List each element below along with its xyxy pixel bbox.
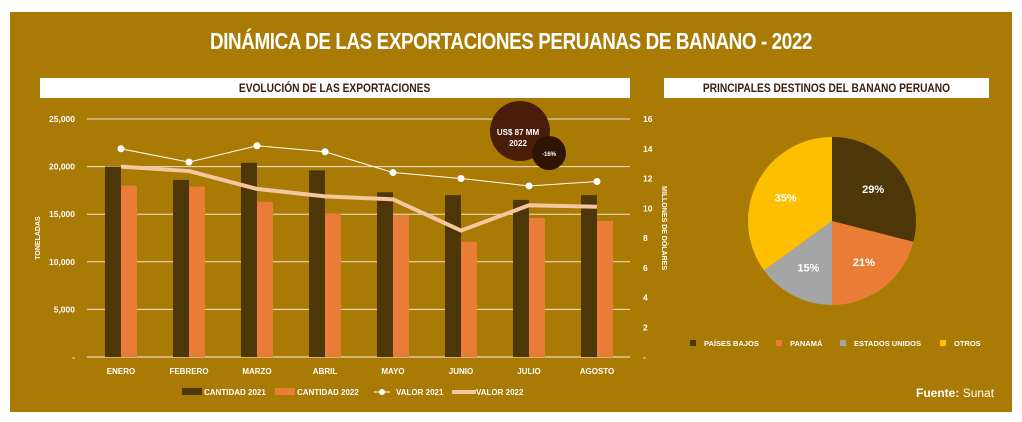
bar-cantidad-2022 — [257, 201, 273, 357]
bar-chart-title: EVOLUCIÓN DE LAS EXPORTACIONES — [239, 81, 431, 95]
pie-slice — [832, 221, 914, 305]
pie-legend-swatch — [840, 340, 846, 346]
bar-cantidad-2021 — [513, 199, 529, 357]
total-year: 2022 — [509, 139, 527, 148]
legend-label: VALOR 2021 — [396, 388, 444, 397]
x-tick-label: JULIO — [517, 367, 541, 376]
point-valor-2021 — [321, 148, 329, 156]
legend-label: CANTIDAD 2022 — [297, 388, 359, 397]
pie-legend-swatch — [690, 340, 696, 346]
point-valor-2021 — [389, 169, 397, 177]
bar-cantidad-2022 — [325, 213, 341, 357]
source-label: Fuente: — [916, 386, 960, 400]
bar-cantidad-2021 — [241, 162, 257, 357]
source-value: Sunat — [962, 386, 995, 400]
source-note: Fuente: Sunat — [916, 386, 994, 400]
y-tick-label: 25,000 — [49, 114, 75, 124]
pie-legend-label: ESTADOS UNIDOS — [854, 339, 921, 348]
page-title: DINÁMICA DE LAS EXPORTACIONES PERUANAS D… — [209, 28, 813, 54]
x-tick-label: ABRIL — [313, 367, 338, 376]
y2-tick-label: 4 — [643, 293, 648, 303]
legend-label: VALOR 2022 — [476, 388, 524, 397]
bar-cantidad-2022 — [121, 185, 137, 357]
y2-tick-label: 8 — [643, 233, 648, 243]
y2-tick-label: 14 — [643, 144, 653, 154]
bar-cantidad-2022 — [529, 218, 545, 357]
point-valor-2021 — [457, 175, 465, 182]
y2-tick-label: - — [643, 352, 646, 362]
line-valor-2022 — [120, 164, 598, 233]
legend-marker — [379, 389, 385, 395]
y-tick-label: 15,000 — [49, 209, 75, 219]
legend-swatch — [275, 388, 295, 395]
pie-chart-title: PRINCIPALES DESTINOS DEL BANANO PERUANO — [702, 81, 951, 95]
y2-tick-label: 2 — [643, 322, 648, 332]
x-tick-label: ENERO — [107, 367, 135, 376]
pie-legend-swatch — [940, 340, 946, 346]
y-tick-label: - — [72, 352, 75, 362]
point-valor-2021 — [253, 142, 261, 150]
pie-slice — [832, 137, 916, 242]
y2-tick-label: 12 — [643, 174, 653, 184]
y-axis-title: TONELADAS — [35, 216, 42, 260]
legend-label: CANTIDAD 2021 — [204, 388, 266, 397]
bar-cantidad-2021 — [105, 166, 121, 357]
change-value: -16% — [542, 152, 557, 158]
pie-slice-label: 21% — [853, 257, 875, 269]
y2-axis-title: MILLONES DE DÓLARES — [660, 186, 669, 270]
legend-swatch — [182, 388, 202, 395]
x-tick-label: MAYO — [381, 367, 404, 376]
pie-chart-header: PRINCIPALES DESTINOS DEL BANANO PERUANO — [664, 78, 989, 98]
line-valor-2021 — [120, 145, 598, 187]
change-bubble — [532, 136, 566, 170]
point-valor-2021 — [525, 182, 533, 190]
point-valor-2021 — [117, 145, 125, 153]
total-value: US$ 87 MM — [497, 128, 540, 137]
bar-cantidad-2021 — [445, 195, 461, 357]
y-tick-label: 20,000 — [49, 162, 75, 172]
pie-legend-label: PAÍSES BAJOS — [704, 339, 759, 348]
pie-slice — [748, 137, 832, 271]
x-tick-label: JUNIO — [449, 367, 473, 376]
bar-cantidad-2021 — [581, 195, 597, 357]
pie-slice-label: 15% — [797, 262, 819, 274]
y-tick-label: 5,000 — [54, 304, 76, 314]
y2-tick-label: 10 — [643, 203, 653, 213]
pie-slice — [764, 221, 832, 305]
bar-cantidad-2022 — [189, 186, 205, 357]
bar-cantidad-2021 — [377, 192, 393, 357]
bar-cantidad-2022 — [393, 215, 409, 357]
bar-cantidad-2022 — [597, 220, 613, 357]
y2-tick-label: 16 — [643, 114, 653, 124]
pie-slice-label: 35% — [775, 192, 797, 204]
point-valor-2021 — [185, 158, 193, 166]
pie-legend-label: OTROS — [954, 339, 981, 348]
point-valor-2021 — [593, 177, 601, 185]
bar-cantidad-2021 — [173, 179, 189, 357]
bar-cantidad-2021 — [309, 170, 325, 357]
bar-chart-header: EVOLUCIÓN DE LAS EXPORTACIONES — [40, 78, 630, 98]
x-tick-label: AGOSTO — [580, 367, 615, 376]
y2-tick-label: 6 — [643, 263, 648, 273]
x-tick-label: MARZO — [242, 367, 271, 376]
x-tick-label: FEBRERO — [169, 367, 208, 376]
pie-slice-label: 29% — [862, 184, 884, 196]
bar-cantidad-2022 — [461, 241, 477, 357]
pie-legend-swatch — [776, 340, 782, 346]
y-tick-label: 10,000 — [49, 257, 75, 267]
pie-legend-label: PANAMÁ — [790, 339, 823, 348]
